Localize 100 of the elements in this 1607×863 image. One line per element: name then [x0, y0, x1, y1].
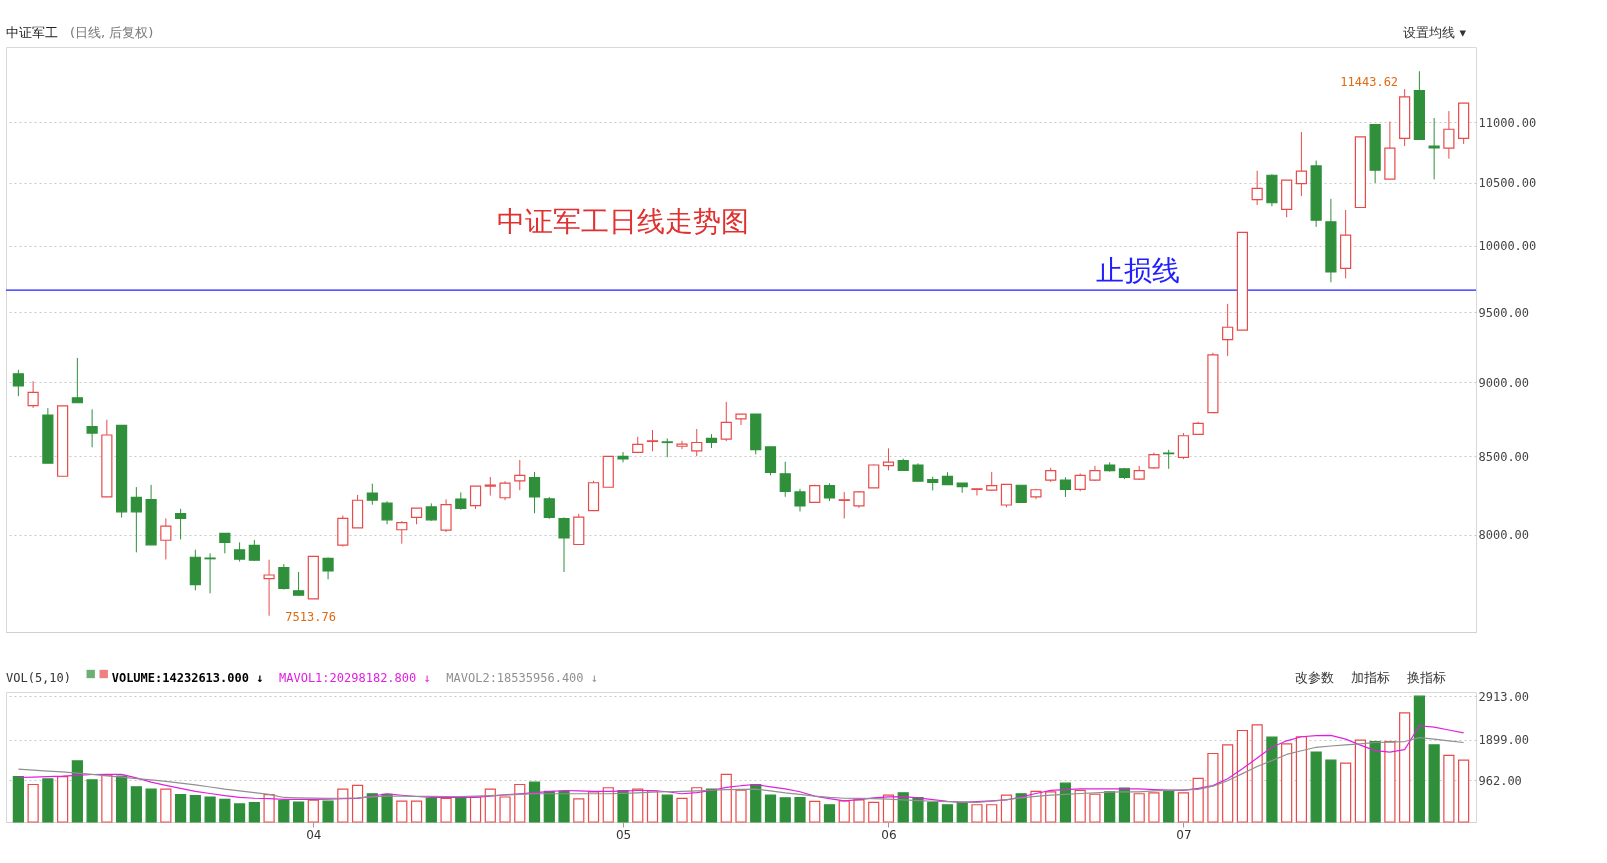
bar	[263, 794, 275, 823]
annotation: 11443.62	[1340, 75, 1399, 90]
bar	[661, 794, 673, 823]
candlestick	[381, 500, 393, 525]
bar	[322, 800, 334, 823]
candlestick	[71, 357, 83, 404]
bar	[366, 793, 378, 823]
bar	[1045, 791, 1057, 823]
y-tick-label: 9000.00	[1478, 375, 1530, 390]
bar	[71, 760, 83, 823]
bar	[1133, 793, 1145, 823]
bar	[101, 774, 113, 823]
candlestick	[1000, 483, 1013, 508]
y-tick-label: 9500.00	[1478, 305, 1530, 320]
y-tick-label: 962.00	[1478, 773, 1522, 788]
bar	[956, 801, 968, 823]
text: 设置均线 ▾	[1403, 25, 1467, 40]
candlestick	[838, 491, 850, 520]
candlestick	[175, 508, 187, 540]
bar	[927, 801, 939, 823]
candlestick	[646, 429, 659, 452]
candlestick	[868, 463, 880, 489]
candlestick	[1177, 432, 1190, 460]
candlestick	[499, 480, 511, 501]
bar	[455, 795, 467, 823]
text: 换指标	[1407, 670, 1446, 685]
bar	[410, 800, 423, 823]
text: MAVOL1:20298182.800 ↓	[279, 671, 431, 685]
bar	[1089, 793, 1101, 823]
bar	[838, 800, 850, 823]
bar	[1310, 751, 1322, 823]
bar	[396, 800, 408, 823]
bar	[1458, 759, 1470, 823]
bar	[705, 788, 718, 823]
y-tick-label: 11000.00	[1478, 115, 1537, 130]
bar	[897, 792, 909, 823]
candlestick	[292, 571, 305, 597]
candlestick	[469, 485, 482, 510]
bar	[42, 778, 54, 823]
candlestick	[528, 471, 541, 514]
bar	[941, 804, 954, 823]
bar	[1059, 782, 1072, 823]
bar	[868, 801, 880, 823]
candlestick	[691, 428, 703, 457]
x-tick-label: 07	[1176, 827, 1192, 842]
candlestick	[735, 413, 747, 426]
bar	[27, 783, 39, 823]
bar	[12, 776, 24, 823]
bar	[676, 797, 688, 823]
candlestick	[1059, 476, 1072, 498]
candlestick	[278, 563, 290, 591]
bar	[233, 803, 246, 823]
y-tick-label: 10000.00	[1478, 239, 1537, 254]
bar	[175, 794, 187, 823]
bar	[189, 795, 201, 823]
bar	[809, 800, 821, 823]
bar	[587, 791, 600, 823]
bar	[1281, 743, 1293, 823]
bar	[381, 793, 393, 823]
candlestick	[514, 459, 526, 491]
y-tick-label: 8500.00	[1478, 449, 1530, 464]
bar	[646, 790, 659, 823]
candlestick	[1295, 131, 1307, 197]
candlestick	[219, 532, 231, 554]
y-tick-label: 10500.00	[1478, 176, 1537, 191]
bar	[1222, 744, 1234, 823]
bar	[1015, 793, 1027, 823]
text: 加指标	[1351, 670, 1390, 685]
bar	[794, 796, 806, 823]
x-tick-label: 04	[306, 827, 322, 842]
x-tick-label: 06	[881, 827, 897, 842]
bar	[440, 797, 452, 823]
candlestick	[882, 447, 895, 471]
bar	[573, 798, 585, 823]
bar	[1074, 789, 1086, 823]
candlestick	[661, 437, 673, 458]
bar	[1369, 740, 1381, 823]
bar	[1148, 792, 1160, 823]
bar	[307, 799, 319, 823]
candlestick	[484, 476, 496, 497]
x-tick-label: 05	[615, 827, 632, 842]
candlestick	[558, 516, 570, 573]
bar	[691, 787, 703, 823]
y-tick-label: 8000.00	[1478, 528, 1530, 543]
bar	[1428, 744, 1440, 823]
bar	[160, 788, 172, 823]
bar	[1118, 787, 1131, 823]
bar	[248, 801, 260, 823]
candlestick	[233, 541, 246, 563]
candlestick	[322, 556, 334, 580]
chart-title: 中证军工	[6, 25, 58, 40]
candlestick	[396, 520, 408, 545]
bar	[1104, 791, 1116, 823]
candlestick	[1443, 110, 1455, 160]
bar	[632, 788, 644, 823]
candlestick	[1222, 303, 1234, 357]
bar	[1163, 790, 1175, 823]
bar	[337, 788, 349, 823]
candlestick	[617, 451, 629, 463]
bar	[1325, 759, 1337, 823]
